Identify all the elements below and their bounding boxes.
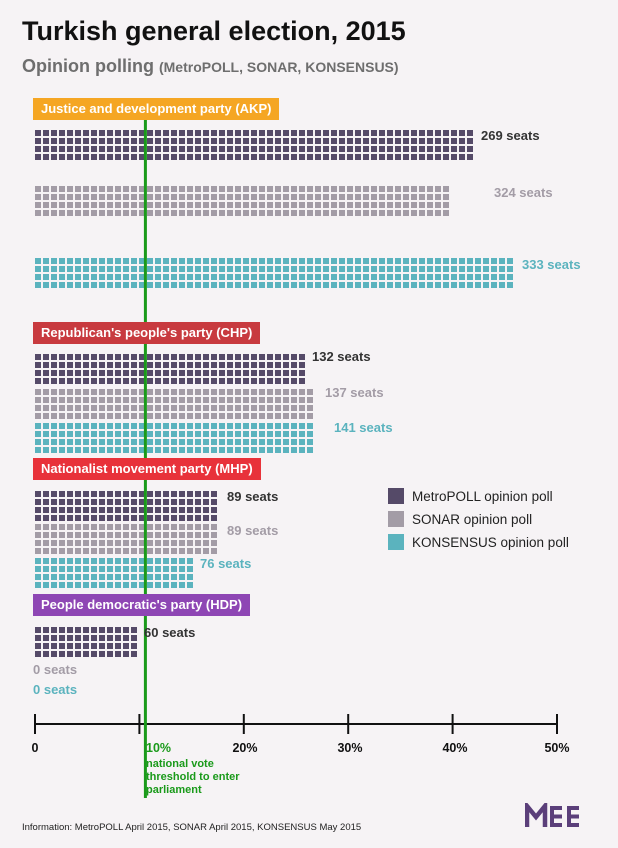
- x-tick-label-30: 30%: [337, 741, 363, 755]
- seat-label-mhp-sonar: 89 seats: [227, 523, 279, 538]
- legend-swatch-konsensus: [388, 534, 404, 550]
- seat-label-mhp-konsensus: 76 seats: [200, 556, 252, 571]
- legend-label-konsensus: KONSENSUS opinion poll: [412, 535, 569, 550]
- party-badge-hdp: People democratic's party (HDP): [33, 594, 251, 616]
- bar-akp-metropoll: [35, 130, 473, 160]
- x-tick-label-50: 50%: [544, 741, 570, 755]
- bar-hdp-metropoll: [35, 627, 137, 657]
- mee-logo: [524, 799, 589, 834]
- bar-akp-sonar: [35, 186, 449, 216]
- seat-label-akp-sonar: 324 seats: [494, 185, 553, 200]
- seat-label-akp-metropoll: 269 seats: [481, 128, 540, 143]
- source-footer: Information: MetroPOLL April 2015, SONAR…: [22, 822, 362, 833]
- legend-swatch-sonar: [388, 511, 404, 527]
- bar-akp-konsensus: [35, 258, 513, 288]
- seat-label-chp-sonar: 137 seats: [325, 385, 384, 400]
- seat-label-hdp-metropoll: 60 seats: [144, 625, 196, 640]
- seat-label-akp-konsensus: 333 seats: [522, 257, 581, 272]
- threshold-note: national vote threshold to enter parliam…: [146, 758, 240, 796]
- legend-item-konsensus: KONSENSUS opinion poll: [388, 534, 569, 550]
- threshold-value: 10%: [146, 741, 172, 755]
- party-badge-mhp: Nationalist movement party (MHP): [33, 458, 261, 480]
- party-badge-chp: Republican's people's party (CHP): [33, 322, 261, 344]
- legend-item-sonar: SONAR opinion poll: [388, 511, 532, 527]
- subtitle-text: Opinion polling: [22, 56, 154, 76]
- legend-swatch-metropoll: [388, 488, 404, 504]
- seat-label-chp-metropoll: 132 seats: [312, 349, 371, 364]
- legend-label-metropoll: MetroPOLL opinion poll: [412, 489, 553, 504]
- bar-chp-metropoll: [35, 354, 305, 384]
- bar-mhp-sonar: [35, 524, 217, 554]
- bar-mhp-metropoll: [35, 491, 217, 521]
- seat-label-hdp-sonar: 0 seats: [33, 662, 78, 677]
- seat-label-mhp-metropoll: 89 seats: [227, 489, 279, 504]
- legend-label-sonar: SONAR opinion poll: [412, 512, 533, 527]
- bar-chp-konsensus: [35, 423, 313, 453]
- bar-mhp-konsensus: [35, 558, 193, 588]
- legend-item-metropoll: MetroPOLL opinion poll: [388, 488, 553, 504]
- subtitle-sources: (MetroPOLL, SONAR, KONSENSUS): [158, 59, 399, 75]
- x-tick-label-0: 0: [31, 741, 39, 755]
- seat-label-chp-konsensus: 141 seats: [334, 420, 393, 435]
- mee-logo-icon: [524, 799, 579, 827]
- seat-label-hdp-konsensus: 0 seats: [33, 682, 78, 697]
- x-tick-label-40: 40%: [442, 741, 468, 755]
- bar-chp-sonar: [35, 389, 313, 419]
- chart-subtitle: Opinion polling (MetroPOLL, SONAR, KONSE…: [22, 56, 399, 77]
- x-tick-label-20: 20%: [232, 741, 258, 755]
- chart-title: Turkish general election, 2015: [22, 16, 406, 46]
- party-badge-akp: Justice and development party (AKP): [33, 98, 280, 120]
